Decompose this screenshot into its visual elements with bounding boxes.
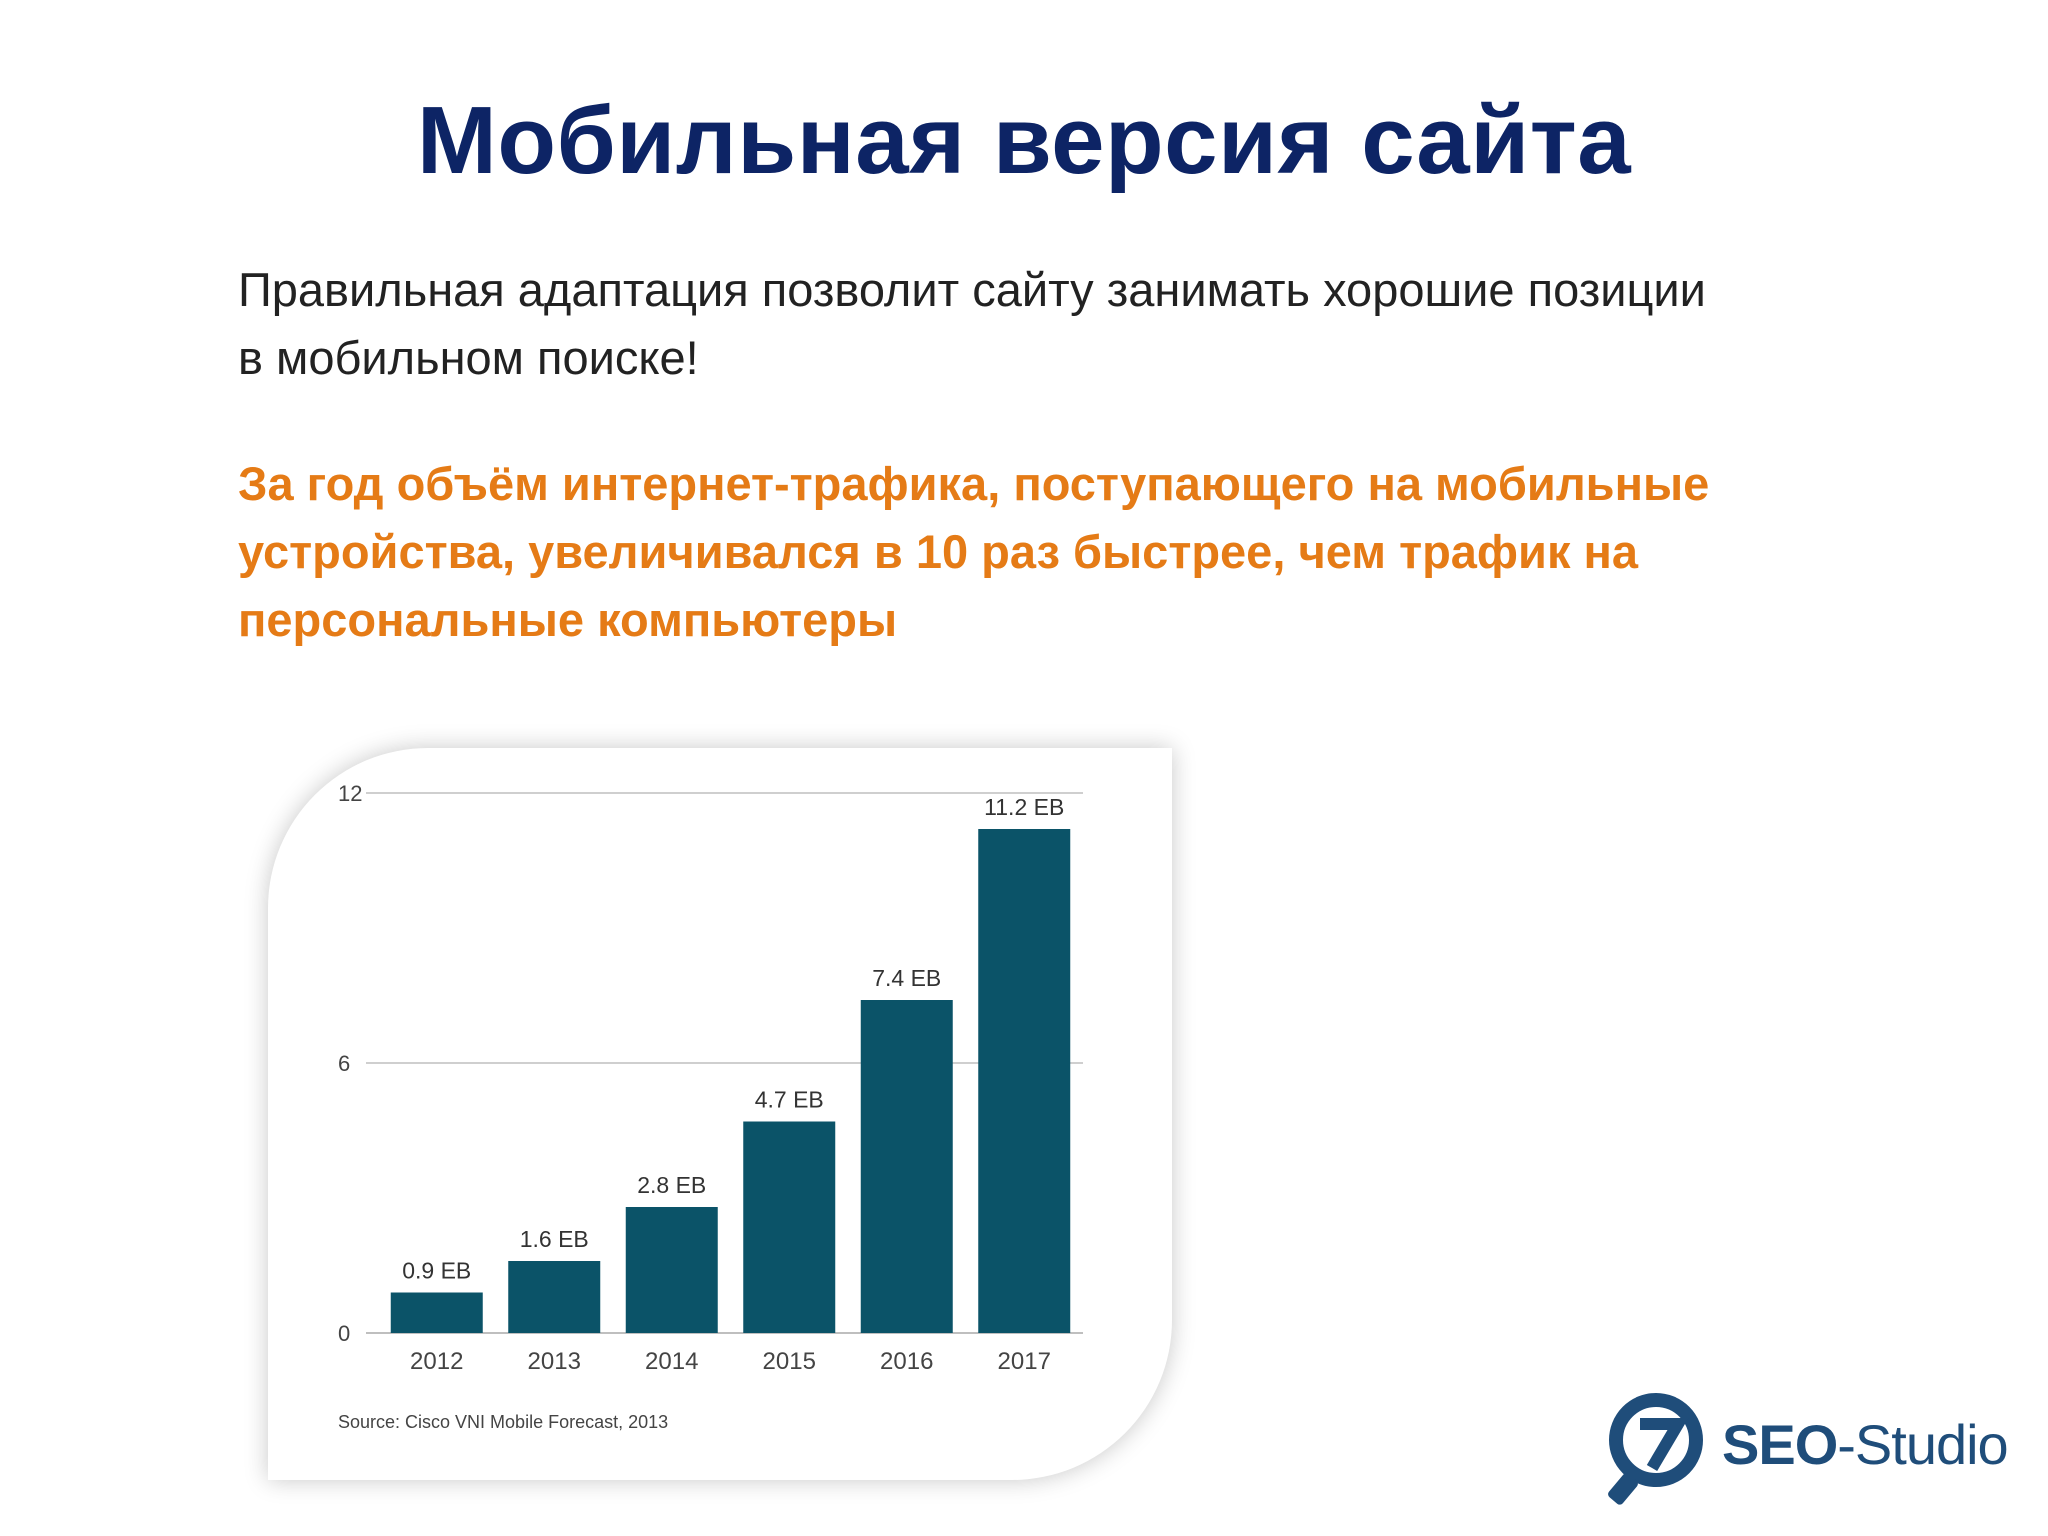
x-tick-label: 2012 xyxy=(410,1348,463,1375)
bar-2016 xyxy=(860,1000,953,1333)
data-label: 7.4 EB xyxy=(872,965,941,991)
highlight-text: За год объём интернет-трафика, поступающ… xyxy=(238,457,1710,646)
y-tick-label: 0 xyxy=(338,1321,350,1346)
y-tick-label: 6 xyxy=(338,1051,350,1076)
bar-2017 xyxy=(978,829,1071,1333)
intro-text: Правильная адаптация позволит сайту зани… xyxy=(238,263,1706,384)
data-label: 0.9 EB xyxy=(402,1258,471,1284)
slide-title: Мобильная версия сайта xyxy=(416,87,1632,194)
data-label: 4.7 EB xyxy=(755,1087,824,1113)
seo-studio-logo: SEO-Studio xyxy=(1600,1388,2020,1506)
x-tick-label: 2017 xyxy=(998,1348,1051,1375)
x-tick-label: 2015 xyxy=(763,1348,816,1375)
y-tick-label: 12 xyxy=(338,781,362,806)
x-tick-label: 2013 xyxy=(528,1348,581,1375)
bar-2013 xyxy=(508,1261,601,1333)
logo-brand-rest: -Studio xyxy=(1837,1413,2008,1476)
x-tick-label: 2016 xyxy=(880,1348,933,1375)
bar-2012 xyxy=(390,1292,483,1333)
x-tick-label: 2014 xyxy=(645,1348,698,1375)
logo-wordmark: SEO-Studio xyxy=(1722,1412,2009,1477)
bar-2015 xyxy=(743,1121,836,1333)
chart-source: Source: Cisco VNI Mobile Forecast, 2013 xyxy=(338,1412,669,1432)
chart-card: 0 6 12 0.9 EB 2012 1.6 EB 2013 2.8 EB 2014 4.7 EB… xyxy=(268,748,1172,1480)
bar-2014 xyxy=(625,1207,718,1333)
logo-brand-bold: SEO xyxy=(1722,1413,1838,1476)
data-label: 2.8 EB xyxy=(637,1172,706,1198)
data-label: 11.2 EB xyxy=(984,794,1064,820)
data-label: 1.6 EB xyxy=(520,1226,589,1252)
magnifier-check-icon xyxy=(1608,1393,1703,1505)
bar-chart: 0 6 12 0.9 EB 2012 1.6 EB 2013 2.8 EB 2014 4.7 EB… xyxy=(338,781,1083,1375)
